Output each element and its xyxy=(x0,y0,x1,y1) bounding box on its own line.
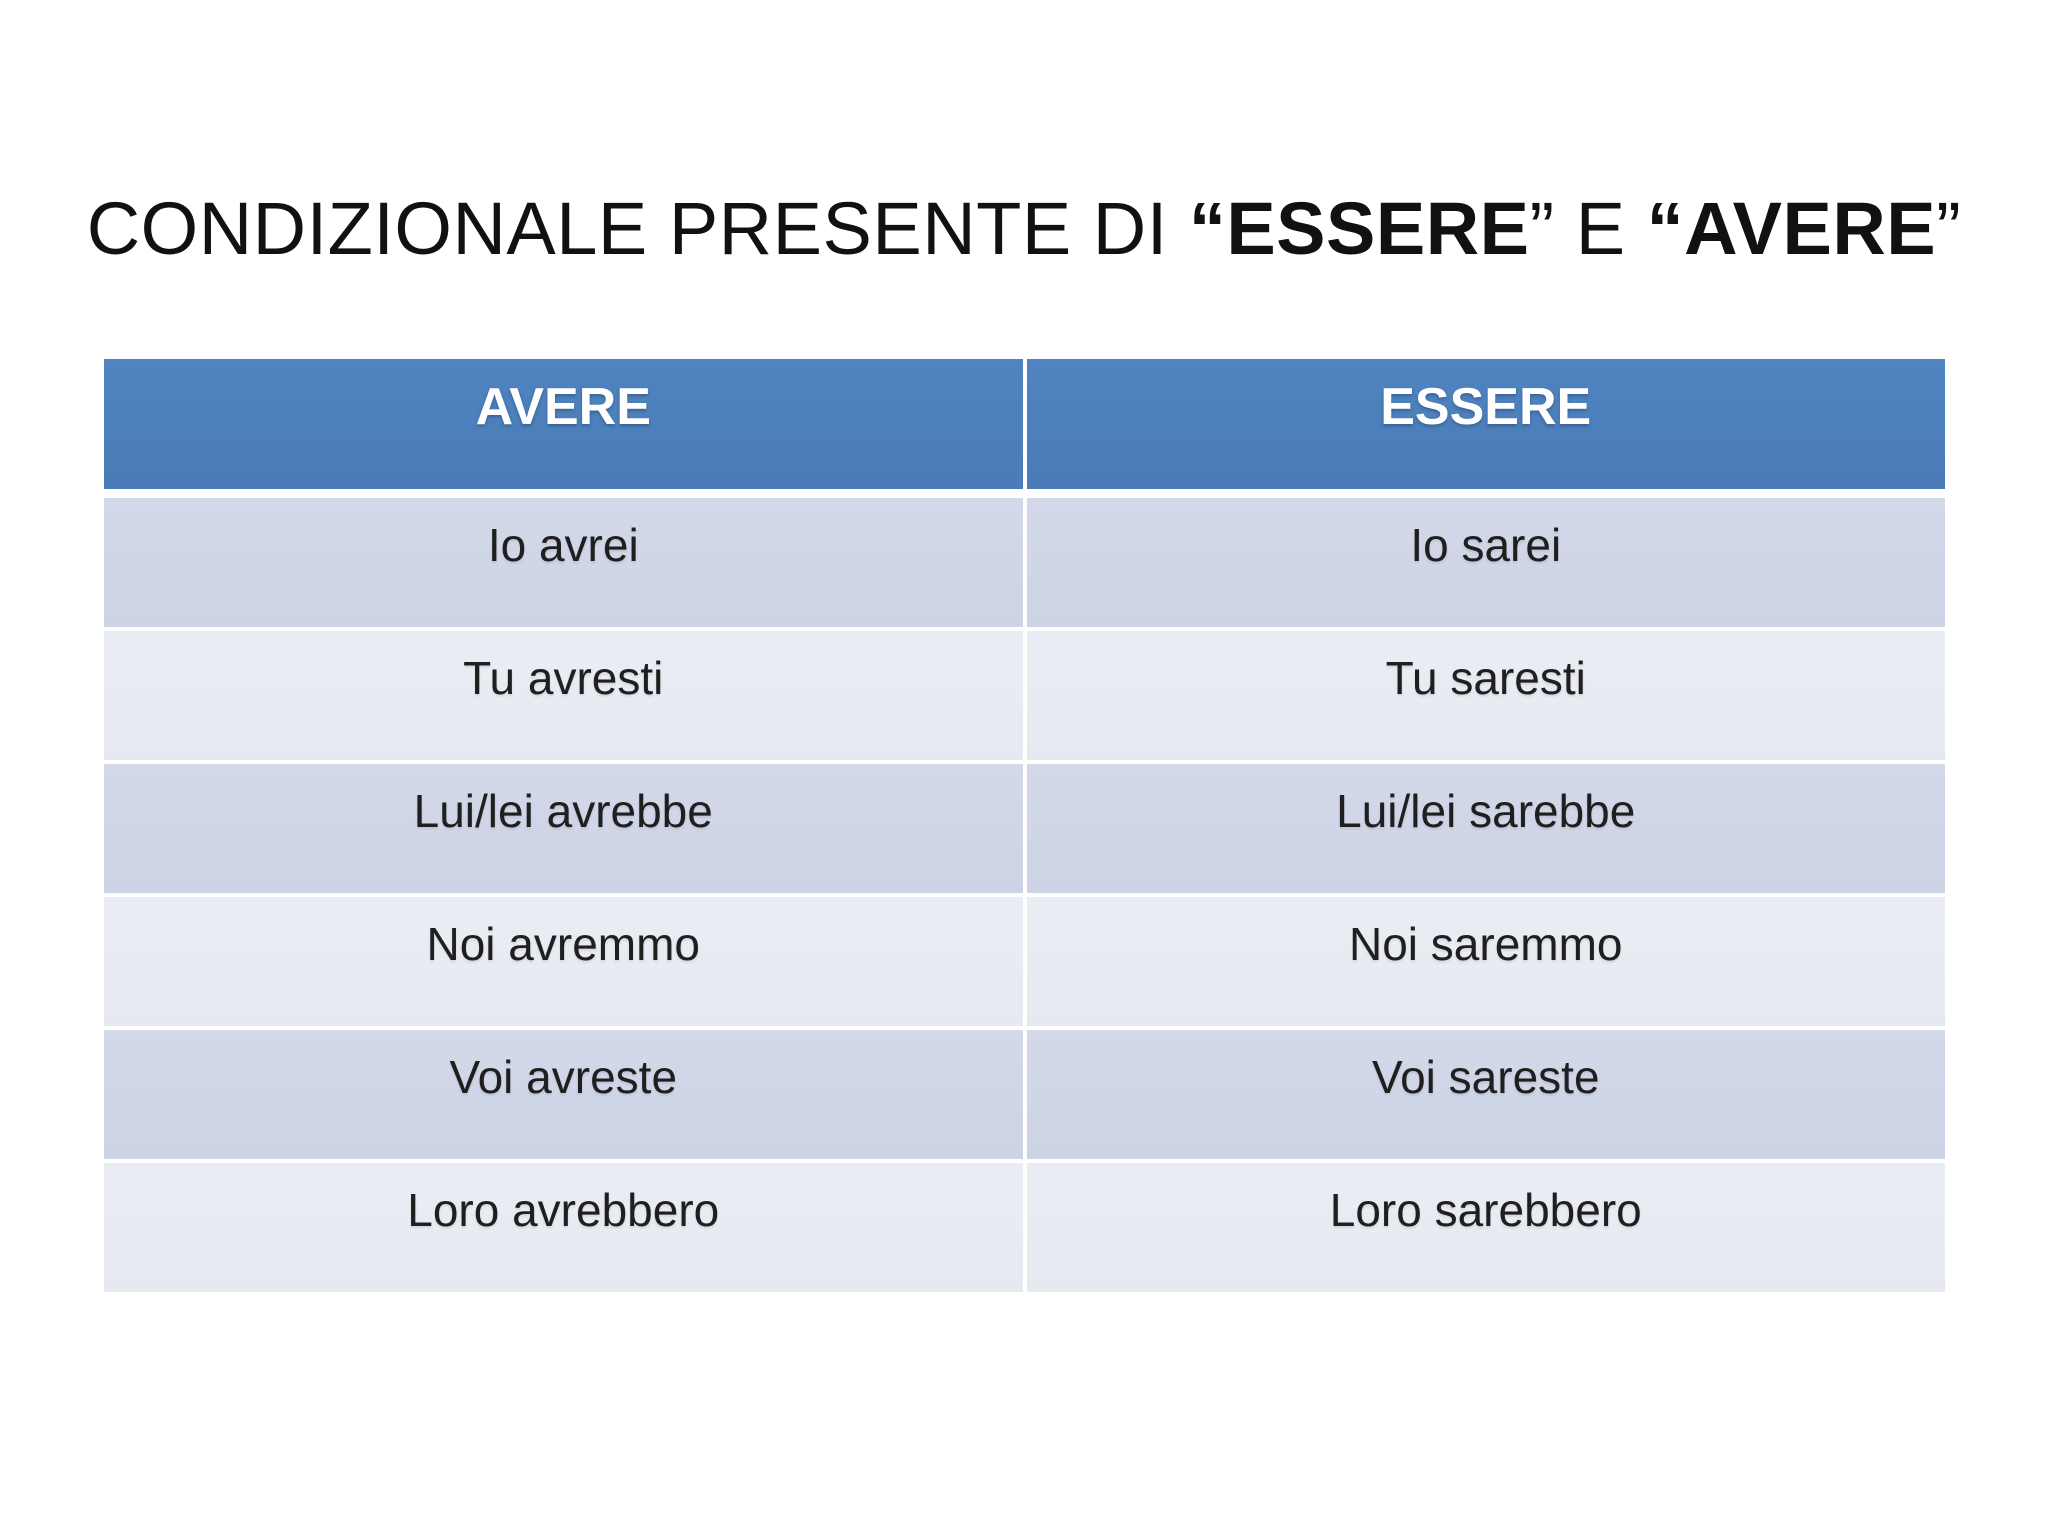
cell-avere-tu: Tu avresti xyxy=(104,631,1023,760)
cell-essere-voi: Voi sareste xyxy=(1026,1030,1945,1159)
title-segment-avere: “AVERE xyxy=(1646,186,1937,270)
table-row: Voi avreste Voi sareste xyxy=(104,1030,1945,1159)
cell-avere-loro: Loro avrebbero xyxy=(104,1163,1023,1292)
title-segment: ” xyxy=(1936,186,1962,270)
column-header-avere: AVERE xyxy=(104,359,1023,489)
cell-essere-lui-lei: Lui/lei sarebbe xyxy=(1026,764,1945,893)
cell-essere-noi: Noi saremmo xyxy=(1026,897,1945,1026)
column-header-essere: ESSERE xyxy=(1026,359,1945,489)
cell-essere-tu: Tu saresti xyxy=(1026,631,1945,760)
table-row: Loro avrebbero Loro sarebbero xyxy=(104,1163,1945,1292)
table-row: Tu avresti Tu saresti xyxy=(104,631,1945,760)
cell-avere-voi: Voi avreste xyxy=(104,1030,1023,1159)
conjugation-table: AVERE ESSERE Io avrei Io sarei Tu avrest… xyxy=(104,359,1945,1296)
table-row: Lui/lei avrebbe Lui/lei sarebbe xyxy=(104,764,1945,893)
title-segment: CONDIZIONALE PRESENTE DI xyxy=(86,186,1189,270)
table-row: Io avrei Io sarei xyxy=(104,498,1945,627)
title-segment: ” E xyxy=(1529,186,1647,270)
cell-essere-io: Io sarei xyxy=(1026,498,1945,627)
title-segment-essere: “ESSERE xyxy=(1188,186,1530,270)
slide-title: CONDIZIONALE PRESENTE DI “ESSERE” E “AVE… xyxy=(0,186,2048,271)
cell-avere-noi: Noi avremmo xyxy=(104,897,1023,1026)
cell-essere-loro: Loro sarebbero xyxy=(1026,1163,1945,1292)
table-header-row: AVERE ESSERE xyxy=(104,359,1945,489)
table-row: Noi avremmo Noi saremmo xyxy=(104,897,1945,1026)
cell-avere-io: Io avrei xyxy=(104,498,1023,627)
cell-avere-lui-lei: Lui/lei avrebbe xyxy=(104,764,1023,893)
